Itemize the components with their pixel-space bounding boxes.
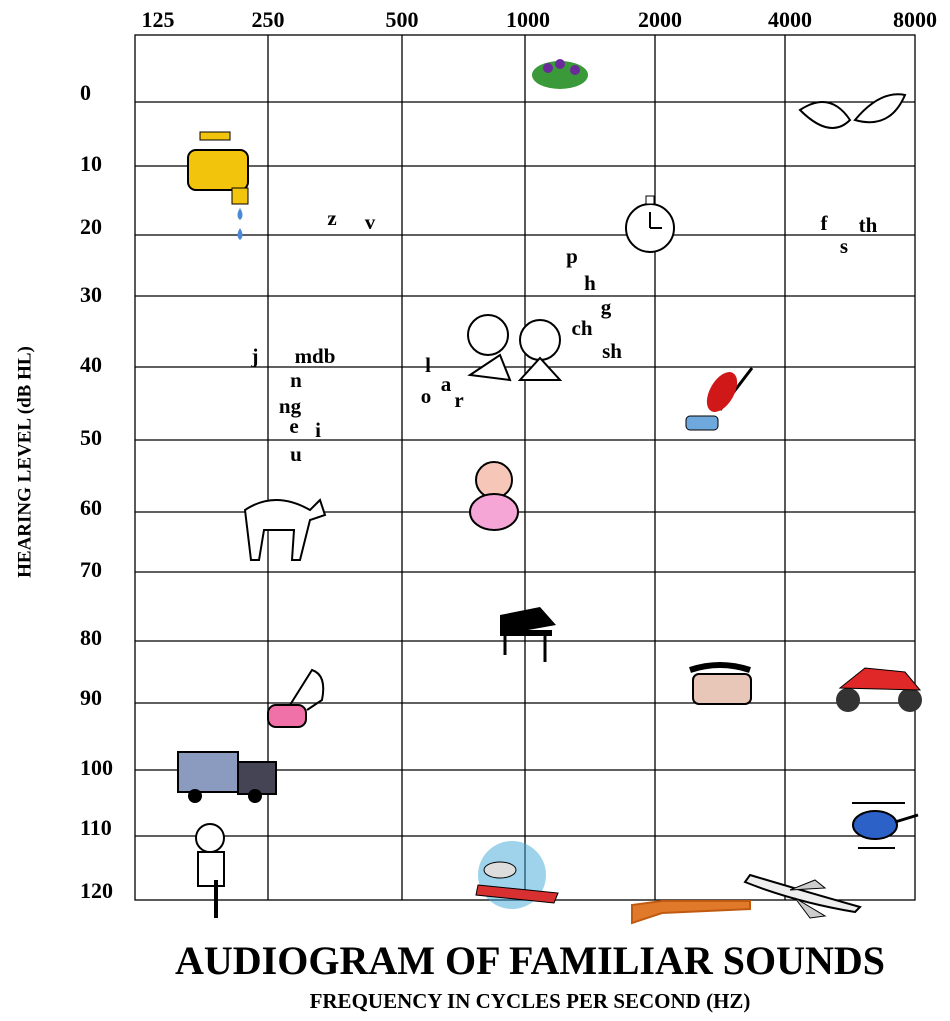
x-tick-label: 2000	[638, 7, 682, 32]
y-tick-label: 0	[80, 80, 91, 105]
y-tick-label: 30	[80, 282, 102, 307]
leaves-icon	[532, 59, 588, 89]
y-tick-label: 40	[80, 352, 102, 377]
y-tick-label: 90	[80, 685, 102, 710]
y-tick-label: 60	[80, 495, 102, 520]
phone-icon	[690, 665, 751, 704]
rifle-icon	[632, 901, 750, 923]
speech-sound: z	[327, 206, 336, 230]
speech-sound: e	[289, 414, 298, 438]
speech-sound: mdb	[295, 344, 336, 368]
y-tick-label: 10	[80, 151, 102, 176]
x-tick-labels: 125 250 500 1000 2000 4000 8000	[142, 7, 938, 32]
x-tick-label: 1000	[506, 7, 550, 32]
y-tick-label: 50	[80, 425, 102, 450]
y-tick-label: 100	[80, 755, 113, 780]
speech-sound: th	[859, 213, 878, 237]
x-tick-label: 4000	[768, 7, 812, 32]
speech-sound: h	[584, 271, 596, 295]
speech-sound: p	[566, 244, 578, 268]
helicopter-icon	[852, 803, 918, 848]
drums-icon	[476, 841, 558, 909]
lawnmower-icon	[268, 670, 323, 727]
speech-sound: a	[441, 372, 452, 396]
x-tick-label: 500	[386, 7, 419, 32]
airplane-icon	[745, 875, 860, 918]
bird-icon	[800, 94, 905, 128]
speech-sound: l	[425, 353, 431, 377]
x-axis-title: FREQUENCY IN CYCLES PER SECOND (HZ)	[310, 989, 751, 1013]
y-tick-label: 120	[80, 878, 113, 903]
speech-sound: i	[315, 418, 321, 442]
speech-sound: n	[290, 368, 302, 392]
x-tick-label: 8000	[893, 7, 937, 32]
speech-sound: sh	[602, 339, 622, 363]
vacuum-icon	[686, 367, 752, 430]
speech-sound: u	[290, 442, 302, 466]
speech-sound: o	[421, 384, 432, 408]
dog-icon	[245, 500, 325, 560]
speech-sound: r	[454, 388, 463, 412]
faucet-icon	[188, 132, 248, 240]
clock-icon	[626, 196, 674, 252]
audiogram: 125 250 500 1000 2000 4000 8000 0 10 20 …	[0, 0, 950, 1021]
baby-icon	[470, 462, 518, 530]
speech-sound: f	[821, 211, 829, 235]
speech-sound: v	[365, 210, 376, 234]
y-axis-title: HEARING LEVEL (dB HL)	[14, 346, 35, 578]
x-tick-label: 125	[142, 7, 175, 32]
y-tick-label: 110	[80, 815, 112, 840]
y-tick-label: 80	[80, 625, 102, 650]
jackhammer-icon	[196, 824, 224, 918]
talking-people-icon	[468, 315, 560, 380]
truck-icon	[178, 752, 276, 803]
y-tick-label: 70	[80, 557, 102, 582]
y-tick-label: 20	[80, 214, 102, 239]
icons	[178, 59, 922, 923]
piano-icon	[500, 607, 556, 662]
speech-sound: ch	[572, 316, 593, 340]
speech-sounds: z v f th s p h g ch sh j mdb l a o r n n…	[251, 206, 878, 466]
x-tick-label: 250	[252, 7, 285, 32]
speech-sound: s	[840, 234, 848, 258]
motorcycle-icon	[836, 668, 922, 712]
speech-sound: g	[601, 295, 612, 319]
chart-title: AUDIOGRAM OF FAMILIAR SOUNDS	[175, 938, 885, 983]
speech-sound: j	[251, 344, 259, 368]
y-tick-labels: 0 10 20 30 40 50 60 70 80 90 100 110 120	[80, 80, 113, 903]
